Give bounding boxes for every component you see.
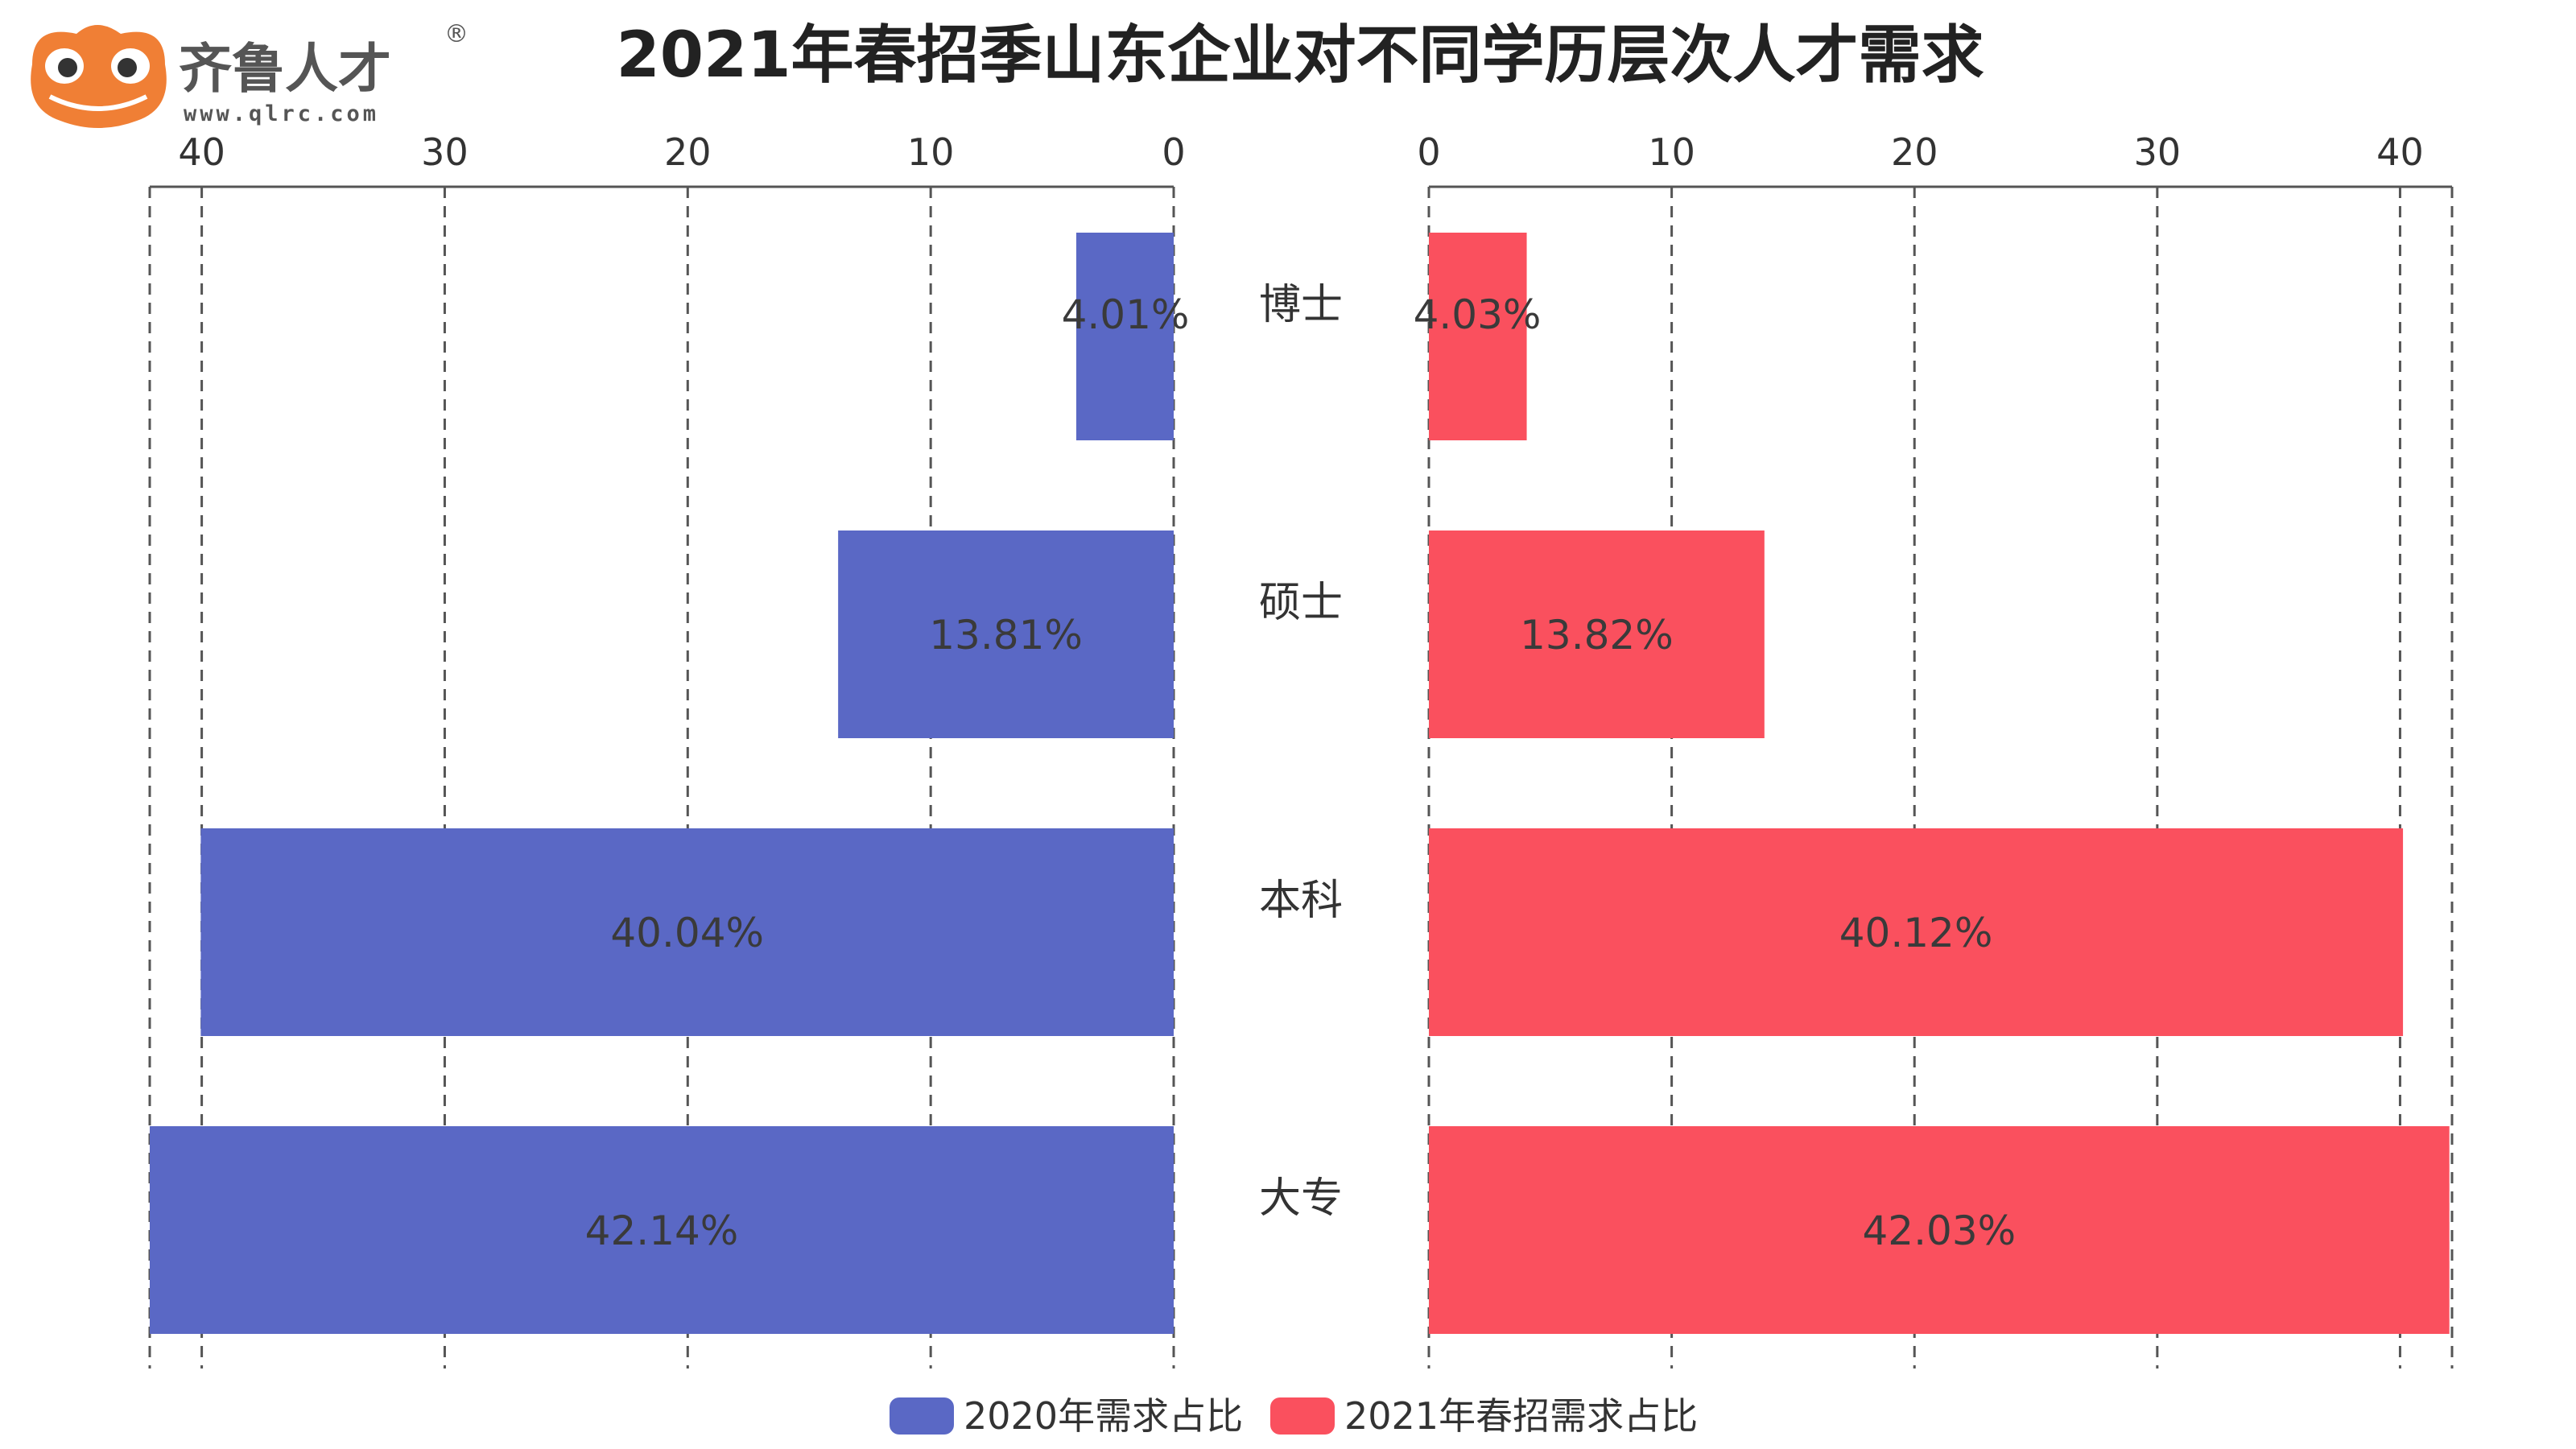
category-label: 硕士 [1259, 579, 1343, 627]
chart-title: 2021年春招季山东企业对不同学历层次人才需求 [616, 19, 1984, 92]
left-x-tick-label: 20 [664, 130, 712, 174]
data-label-2020: 40.04% [610, 910, 764, 956]
left-x-tick-label: 30 [421, 130, 469, 174]
left-x-tick-label: 40 [178, 130, 225, 174]
registered-mark: ® [444, 20, 469, 48]
left-x-tick-label: 0 [1162, 130, 1185, 174]
bar-2021 [1429, 1126, 2450, 1334]
bar-2021 [1429, 530, 1765, 738]
bar-2020 [200, 828, 1174, 1036]
right-x-tick-label: 10 [1648, 130, 1695, 174]
legend-label-2021: 2021年春招需求占比 [1344, 1394, 1698, 1438]
right-x-tick-label: 20 [1891, 130, 1938, 174]
bar-2020 [838, 530, 1174, 738]
logo: 齐鲁人才 ® www.qlrc.com [31, 20, 469, 128]
bar-2020 [1075, 233, 1174, 440]
right-panel: 0 10 20 30 40 4.03% 13.82% 40.12% 42.03% [1414, 130, 2454, 1368]
right-x-tick-label: 30 [2134, 130, 2182, 174]
legend-swatch-2020 [890, 1397, 954, 1435]
logo-name: 齐鲁人才 [179, 38, 391, 100]
right-x-tick-label: 0 [1417, 130, 1440, 174]
left-panel: 0 10 20 30 40 4.01% 13.81% 40.04% 42.14% [148, 130, 1190, 1368]
frog-icon [31, 25, 167, 128]
data-label-2020: 13.81% [929, 612, 1083, 658]
legend-label-2020: 2020年需求占比 [964, 1394, 1243, 1438]
category-label: 本科 [1259, 877, 1343, 925]
category-label: 大专 [1259, 1174, 1343, 1223]
legend: 2020年需求占比 2021年春招需求占比 [890, 1394, 1698, 1438]
logo-url: www.qlrc.com [184, 101, 379, 126]
right-x-tick-label: 40 [2376, 130, 2424, 174]
data-label-2021: 13.82% [1520, 612, 1674, 658]
data-label-2021: 4.03% [1414, 291, 1542, 338]
left-x-tick-label: 10 [907, 130, 955, 174]
category-label: 博士 [1259, 281, 1343, 329]
bar-2021 [1429, 233, 1527, 440]
bar-2020 [150, 1126, 1174, 1334]
data-label-2020: 42.14% [585, 1208, 739, 1254]
legend-swatch-2021 [1270, 1397, 1335, 1435]
data-label-2021: 40.12% [1839, 910, 1993, 956]
data-label-2021: 42.03% [1863, 1208, 2017, 1254]
data-label-2020: 4.01% [1062, 291, 1190, 338]
bar-2021 [1429, 828, 2404, 1036]
